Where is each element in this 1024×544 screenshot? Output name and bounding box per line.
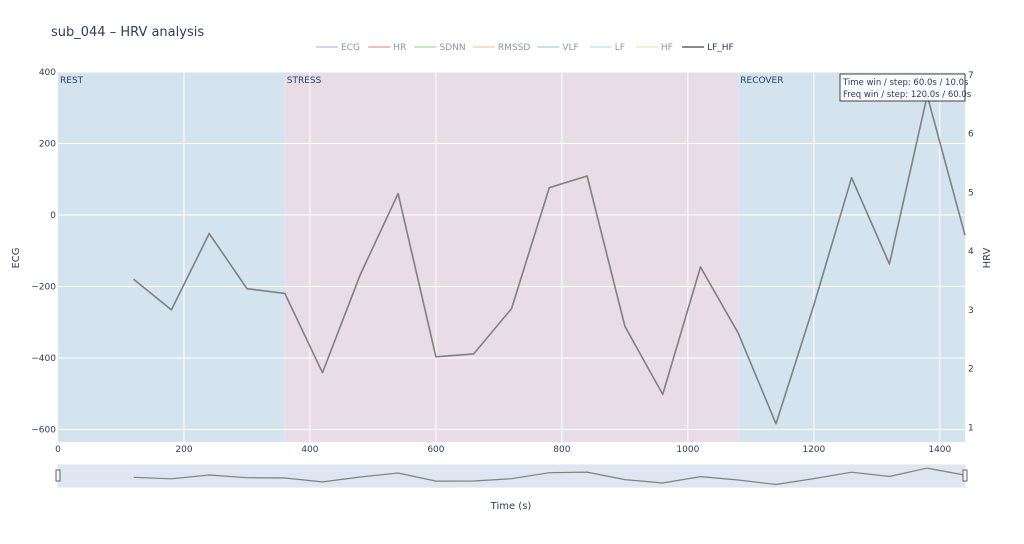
legend-item-lf-hf[interactable]: LF_HF <box>682 43 734 53</box>
right-tick-label: 3 <box>968 306 974 316</box>
x-tick-label: 1400 <box>928 445 951 455</box>
left-tick-label: −200 <box>31 282 56 292</box>
series-layer <box>133 94 966 425</box>
left-axis-title: ECG <box>11 247 22 268</box>
legend-item-hr[interactable]: HR <box>368 43 406 53</box>
x-axis-title: Time (s) <box>490 501 532 512</box>
range-slider-preview-line <box>133 467 966 486</box>
region-stress <box>284 72 739 442</box>
window-info-box: Time win / step: 60.0s / 10.0s Freq win … <box>839 73 972 102</box>
legend-label: HF <box>661 43 673 53</box>
legend-item-vlf[interactable]: VLF <box>537 43 579 53</box>
left-tick-label: 200 <box>39 139 56 149</box>
region-rest <box>58 72 285 442</box>
right-tick-label: 1 <box>968 423 974 433</box>
x-tick-label: 200 <box>175 445 192 455</box>
x-tick-label: 1000 <box>676 445 699 455</box>
legend-label: SDNN <box>440 43 466 53</box>
right-tick-label: 4 <box>968 247 974 257</box>
info-time-window: Time win / step: 60.0s / 10.0s <box>842 78 969 88</box>
right-tick-label: 5 <box>968 188 974 198</box>
legend-label: RMSSD <box>498 43 530 53</box>
x-tick-label: 1200 <box>802 445 825 455</box>
series-line-lf-hf <box>133 94 966 425</box>
info-freq-window: Freq win / step: 120.0s / 60.0s <box>843 90 972 100</box>
legend-label: LF_HF <box>707 43 734 53</box>
grid-lines <box>58 71 965 442</box>
x-axis-ticks: 0 200 400 600 800 1000 1200 1400 <box>55 445 951 455</box>
legend-item-lf[interactable]: LF <box>589 43 625 53</box>
right-tick-label: 6 <box>968 130 974 140</box>
region-label-rest: REST <box>60 76 84 86</box>
region-label-stress: STRESS <box>287 76 322 86</box>
right-axis-ticks: 1 2 3 4 5 6 7 <box>968 71 974 433</box>
legend-item-hf[interactable]: HF <box>635 43 673 53</box>
legend-label: VLF <box>562 43 578 53</box>
legend-label: ECG <box>341 43 360 53</box>
x-tick-label: 600 <box>427 445 444 455</box>
right-axis-title: HRV <box>982 247 993 268</box>
legend-label: LF <box>615 43 625 53</box>
legend-label: HR <box>393 43 406 53</box>
right-tick-label: 7 <box>968 71 974 81</box>
region-recover <box>738 72 965 442</box>
range-slider[interactable] <box>55 464 968 488</box>
phase-regions: REST STRESS RECOVER <box>58 72 965 442</box>
x-tick-label: 400 <box>301 445 318 455</box>
range-slider-left-handle[interactable] <box>55 469 61 482</box>
range-slider-right-handle[interactable] <box>962 469 968 482</box>
left-tick-label: −400 <box>31 354 56 364</box>
legend-item-ecg[interactable]: ECG <box>316 43 360 53</box>
info-box-frame <box>839 73 966 102</box>
legend-item-rmssd[interactable]: RMSSD <box>472 43 530 53</box>
x-tick-label: 800 <box>553 445 570 455</box>
x-tick-label: 0 <box>55 445 61 455</box>
legend-item-sdnn[interactable]: SDNN <box>414 43 466 53</box>
chart-title: sub_044 – HRV analysis <box>51 25 204 40</box>
left-tick-label: −600 <box>31 425 56 435</box>
legend: ECG HR SDNN RMSSD VLF LF HF LF_HF <box>316 43 734 53</box>
right-tick-label: 2 <box>968 365 974 375</box>
left-axis-ticks: −600 −400 −200 0 200 400 <box>31 68 56 435</box>
left-tick-label: 400 <box>39 68 56 78</box>
left-tick-label: 0 <box>50 211 56 221</box>
region-label-recover: RECOVER <box>740 76 783 86</box>
